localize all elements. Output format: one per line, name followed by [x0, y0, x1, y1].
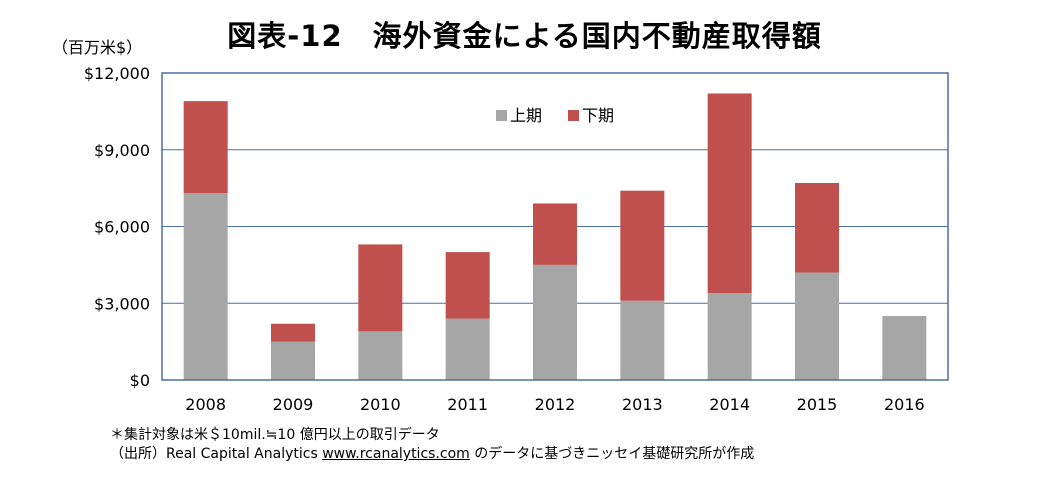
bar-first-half-2015 [795, 272, 839, 380]
y-tick-label: $9,000 [94, 141, 150, 160]
y-tick-label: $12,000 [84, 64, 150, 83]
x-axis-ticks: 2008 2009 2010 2011 2012 2013 2014 2015 2016 [185, 395, 924, 414]
bar-second-half-2014 [707, 93, 752, 294]
bar-first-half-2014 [707, 293, 752, 380]
y-axis-unit-label: （百万米$） [52, 38, 143, 57]
y-tick-label: $0 [130, 371, 150, 390]
bar-first-half-2009 [271, 341, 315, 380]
x-tick-label: 2009 [273, 395, 314, 414]
x-tick-label: 2014 [709, 395, 750, 414]
x-tick-label: 2011 [447, 395, 488, 414]
source-prefix: （出所）Real Capital Analytics [110, 446, 323, 462]
legend-swatch-second-half [568, 110, 579, 121]
plot-border [161, 72, 949, 381]
footnote-source: （出所）Real Capital Analytics www.rcanalyti… [110, 447, 754, 461]
bar-second-half-2010 [358, 244, 403, 332]
x-tick-label: 2015 [797, 395, 838, 414]
chart-title: 図表-12 海外資金による国内不動産取得額 [227, 19, 822, 53]
legend-label-second-half: 下期 [582, 106, 614, 125]
x-tick-label: 2013 [622, 395, 663, 414]
stacked-bar-chart: $0 $3,000 $6,000 $9,000 $12,000 2008 2009 2010… [84, 64, 949, 414]
source-suffix: のデータに基づきニッセイ基礎研究所が作成 [469, 446, 755, 462]
bars-group [183, 93, 927, 380]
bar-first-half-2010 [358, 331, 403, 380]
bar-first-half-2012 [533, 264, 577, 380]
x-tick-label: 2012 [535, 395, 576, 414]
y-tick-label: $6,000 [94, 218, 150, 237]
bar-first-half-2016 [882, 316, 927, 380]
bar-second-half-2015 [795, 183, 839, 273]
legend: 上期 下期 [496, 106, 614, 125]
y-tick-label: $3,000 [94, 294, 150, 313]
x-tick-label: 2016 [884, 395, 925, 414]
y-axis-ticks: $0 $3,000 $6,000 $9,000 $12,000 [84, 64, 150, 390]
bar-first-half-2013 [620, 300, 665, 380]
bar-second-half-2012 [533, 203, 577, 265]
x-tick-label: 2008 [185, 395, 226, 414]
footnote-scope: ＊集計対象は米＄10mil.≒10 億円以上の取引データ [110, 427, 440, 443]
bar-second-half-2009 [271, 323, 315, 342]
bar-first-half-2011 [445, 318, 490, 380]
legend-label-first-half: 上期 [510, 106, 542, 125]
source-link[interactable]: www.rcanalytics.com [322, 446, 470, 462]
x-tick-label: 2010 [360, 395, 401, 414]
bar-second-half-2011 [445, 252, 490, 319]
bar-second-half-2013 [620, 190, 665, 301]
legend-swatch-first-half [496, 110, 507, 121]
bar-second-half-2008 [183, 101, 228, 194]
bar-first-half-2008 [183, 193, 228, 380]
